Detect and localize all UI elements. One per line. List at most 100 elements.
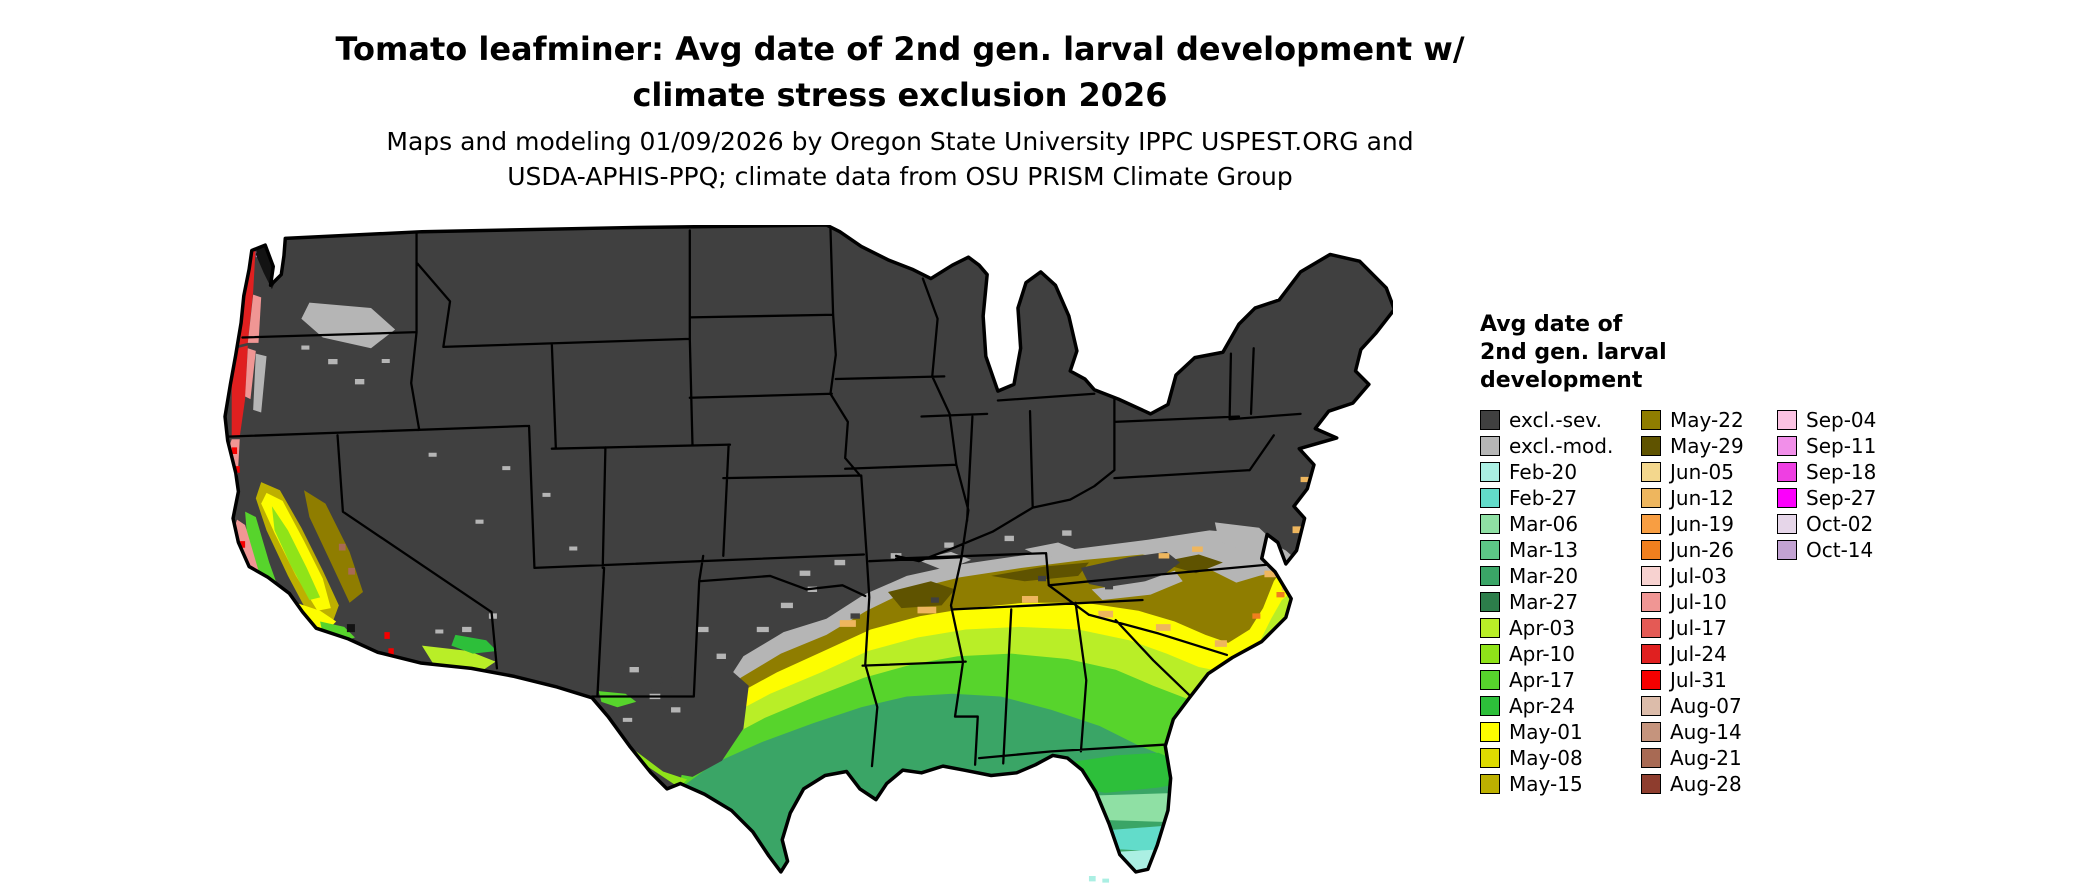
legend-item: Jul-24 (1641, 641, 1777, 667)
legend-title-line3: development (1480, 368, 1643, 393)
legend-swatch (1480, 436, 1500, 456)
legend-item: Jun-19 (1641, 511, 1777, 537)
legend-item: Jul-31 (1641, 667, 1777, 693)
nm-bootheel-green-patch (598, 691, 637, 708)
legend-label: Mar-06 (1509, 512, 1579, 536)
legend-item: Sep-27 (1777, 485, 1876, 511)
legend-title-line1: Avg date of (1480, 312, 1623, 337)
legend-label: Jul-03 (1670, 564, 1727, 588)
legend-item: Jun-12 (1641, 485, 1777, 511)
legend-title: Avg date of 2nd gen. larval development (1480, 311, 1876, 395)
legend-swatch (1480, 410, 1500, 430)
legend-column: excl.-sev. excl.-mod. Feb-20 Feb-27 Mar-06 Ma… (1480, 407, 1641, 797)
legend-swatch (1777, 436, 1797, 456)
legend-columns: excl.-sev. excl.-mod. Feb-20 Feb-27 Mar-06 Ma… (1480, 407, 1876, 797)
legend-label: Mar-27 (1509, 590, 1579, 614)
legend-swatch (1641, 748, 1661, 768)
map-title-line1: Tomato leafminer: Avg date of 2nd gen. l… (335, 30, 1465, 68)
legend-label: Oct-14 (1806, 538, 1874, 562)
legend-label: Feb-27 (1509, 486, 1578, 510)
legend-label: Mar-20 (1509, 564, 1579, 588)
legend-label: Jul-17 (1670, 616, 1727, 640)
legend-item: May-22 (1641, 407, 1777, 433)
legend-item: Feb-27 (1480, 485, 1641, 511)
florida-lightgreen-band (1088, 792, 1181, 823)
legend-swatch (1641, 644, 1661, 664)
legend-swatch (1777, 514, 1797, 534)
legend-label: excl.-sev. (1509, 408, 1602, 432)
legend-label: excl.-mod. (1509, 434, 1614, 458)
legend-item: Sep-04 (1777, 407, 1876, 433)
legend-item: excl.-sev. (1480, 407, 1641, 433)
wa-coast-pink-fringe (247, 294, 262, 343)
legend-swatch (1641, 696, 1661, 716)
legend-swatch (1777, 488, 1797, 508)
legend-swatch (1480, 618, 1500, 638)
state-borders (226, 226, 1302, 768)
legend-swatch (1480, 540, 1500, 560)
legend-swatch (1480, 670, 1500, 690)
appalachian-gray-fringe (1091, 570, 1183, 601)
map-subtitle-line2: USDA-APHIS-PPQ; climate data from OSU PR… (507, 162, 1293, 191)
map-subtitle: Maps and modeling 01/09/2026 by Oregon S… (230, 124, 1570, 194)
florida-green-band (1062, 752, 1189, 793)
legend-swatch (1641, 540, 1661, 560)
legend-label: May-15 (1509, 772, 1583, 796)
legend-swatch (1777, 540, 1797, 560)
legend-swatch (1641, 514, 1661, 534)
legend-label: Aug-21 (1670, 746, 1742, 770)
legend-label: Sep-27 (1806, 486, 1877, 510)
us-map-svg (223, 225, 1393, 883)
legend: Avg date of 2nd gen. larval development … (1480, 311, 1876, 797)
legend-item: Oct-02 (1777, 511, 1876, 537)
legend-item: Apr-24 (1480, 693, 1641, 719)
map-title-line2: climate stress exclusion 2026 (632, 76, 1168, 114)
legend-item: Sep-11 (1777, 433, 1876, 459)
legend-swatch (1480, 462, 1500, 482)
legend-swatch (1641, 592, 1661, 612)
legend-item: Oct-14 (1777, 537, 1876, 563)
legend-label: Apr-17 (1509, 668, 1575, 692)
legend-item: May-08 (1480, 745, 1641, 771)
legend-label: Jul-31 (1670, 668, 1727, 692)
legend-swatch (1641, 566, 1661, 586)
legend-swatch (1480, 748, 1500, 768)
legend-item: excl.-mod. (1480, 433, 1641, 459)
legend-swatch (1641, 436, 1661, 456)
or-coast-red-strip (231, 345, 248, 437)
legend-item: Jul-10 (1641, 589, 1777, 615)
legend-swatch (1641, 774, 1661, 794)
map-title: Tomato leafminer: Avg date of 2nd gen. l… (230, 26, 1570, 118)
legend-swatch (1641, 670, 1661, 690)
us-map (221, 225, 1393, 884)
legend-item: Jun-26 (1641, 537, 1777, 563)
legend-label: Oct-02 (1806, 512, 1874, 536)
legend-swatch (1641, 410, 1661, 430)
legend-item: Aug-28 (1641, 771, 1777, 797)
legend-item: May-15 (1480, 771, 1641, 797)
legend-swatch (1480, 592, 1500, 612)
legend-item: Aug-07 (1641, 693, 1777, 719)
legend-label: Jun-05 (1670, 460, 1734, 484)
legend-item: May-29 (1641, 433, 1777, 459)
excluded-moderate-patches (917, 522, 1280, 571)
legend-label: Apr-24 (1509, 694, 1575, 718)
legend-column: May-22 May-29 Jun-05 Jun-12 Jun-19 Jun-26 Jul-… (1641, 407, 1777, 797)
az-green-patch (451, 634, 497, 654)
legend-item: May-01 (1480, 719, 1641, 745)
legend-label: Apr-03 (1509, 616, 1575, 640)
legend-label: May-22 (1670, 408, 1744, 432)
legend-label: Apr-10 (1509, 642, 1575, 666)
legend-label: May-08 (1509, 746, 1583, 770)
legend-item: Aug-21 (1641, 745, 1777, 771)
legend-label: Aug-14 (1670, 720, 1742, 744)
legend-label: Jul-24 (1670, 642, 1727, 666)
legend-label: Jul-10 (1670, 590, 1727, 614)
map-subtitle-line1: Maps and modeling 01/09/2026 by Oregon S… (386, 127, 1414, 156)
legend-swatch (1480, 514, 1500, 534)
legend-item: Mar-13 (1480, 537, 1641, 563)
legend-item: Apr-17 (1480, 667, 1641, 693)
legend-label: Jun-26 (1670, 538, 1734, 562)
legend-item: Jun-05 (1641, 459, 1777, 485)
legend-title-line2: 2nd gen. larval (1480, 340, 1667, 365)
